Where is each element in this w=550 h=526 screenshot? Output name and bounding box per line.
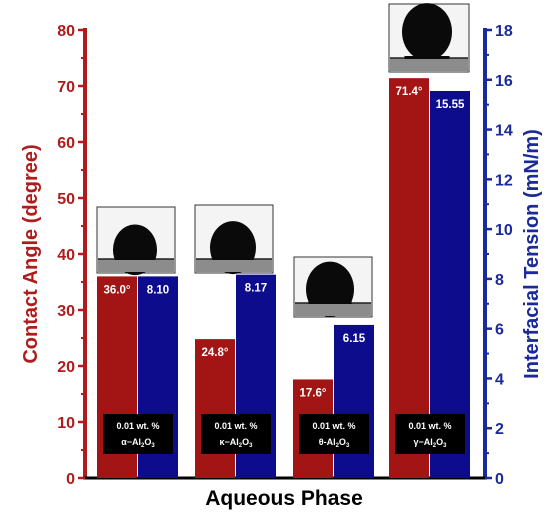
sample-concentration-label: 0.01 wt. % [116, 421, 159, 431]
droplet-substrate-cover [98, 260, 174, 272]
y-right-tick-label: 2 [495, 421, 504, 438]
sample-label-box [395, 414, 465, 454]
sample-label-box [299, 414, 369, 454]
labels-layer: 36.0° 8.10 0.01 wt. % α−Al2O3 24.8° 8.17 0.01 … [103, 86, 465, 454]
contact-angle-bar [195, 339, 235, 478]
droplet-images-layer [96, 3, 470, 318]
contact-angle-bar [389, 78, 429, 478]
contact-angle-data-label: 24.8° [202, 347, 229, 359]
sample-label-box [103, 414, 173, 454]
droplet-contact-line [308, 301, 352, 304]
y-right-tick-label: 10 [495, 222, 513, 239]
y-right-tick-label: 14 [495, 123, 513, 140]
y-left-tick-label: 10 [57, 415, 75, 432]
sample-phase-label: γ−Al2O3 [414, 437, 448, 449]
droplet-substrate-cover [196, 260, 272, 272]
interfacial-tension-data-label: 8.10 [147, 284, 169, 296]
droplet-image [293, 256, 373, 318]
interfacial-tension-data-label: 8.17 [245, 283, 267, 295]
interfacial-tension-data-label: 6.15 [343, 333, 366, 345]
droplet-contact-line [115, 257, 155, 260]
droplet-contact-line [404, 56, 450, 59]
y-right-tick-label: 6 [495, 322, 504, 339]
y-axis-right-title: Interfacial Tension (mN/m) [521, 129, 543, 379]
sample-label-box [201, 414, 271, 454]
sample-phase-label: α−Al2O3 [121, 437, 155, 449]
interfacial-tension-bar [430, 90, 470, 478]
sample-phase-label: θ-Al2O3 [319, 437, 350, 449]
y-left-tick-label: 60 [57, 135, 75, 152]
y-left-tick-label: 20 [57, 359, 75, 376]
interfacial-tension-data-label: 15.55 [436, 99, 465, 111]
y-left-tick-label: 50 [57, 191, 75, 208]
y-left-tick-label: 30 [57, 303, 75, 320]
y-right-tick-label: 12 [495, 172, 513, 189]
contact-angle-data-label: 71.4° [396, 86, 423, 98]
y-right-tick-label: 8 [495, 272, 504, 289]
y-right-tick-label: 18 [495, 23, 513, 40]
droplet-image [96, 206, 176, 276]
y-axis-left-title: Contact Angle (degree) [20, 144, 42, 363]
y-right-tick-label: 0 [495, 471, 504, 488]
droplet-substrate-cover [295, 304, 371, 316]
y-left-tick-label: 40 [57, 247, 75, 264]
y-left-tick-label: 0 [66, 471, 75, 488]
droplet-substrate-cover [390, 59, 468, 71]
sample-concentration-label: 0.01 wt. % [214, 421, 257, 431]
y-left-tick-label: 70 [57, 79, 75, 96]
interfacial-tension-bar [334, 324, 374, 478]
droplet-shape [402, 3, 452, 61]
y-right-tick-label: 4 [495, 371, 504, 388]
sample-concentration-label: 0.01 wt. % [408, 421, 451, 431]
sample-concentration-label: 0.01 wt. % [312, 421, 355, 431]
droplet-image [388, 3, 470, 73]
droplet-image [194, 204, 274, 275]
sample-phase-label: κ−Al2O3 [220, 437, 254, 449]
y-left-tick-label: 80 [57, 23, 75, 40]
y-right-tick-label: 16 [495, 73, 513, 90]
x-axis-title: Aqueous Phase [205, 487, 363, 510]
contact-angle-data-label: 17.6° [300, 387, 327, 399]
contact-angle-data-label: 36.0° [104, 284, 131, 296]
droplet-contact-line [212, 257, 254, 260]
